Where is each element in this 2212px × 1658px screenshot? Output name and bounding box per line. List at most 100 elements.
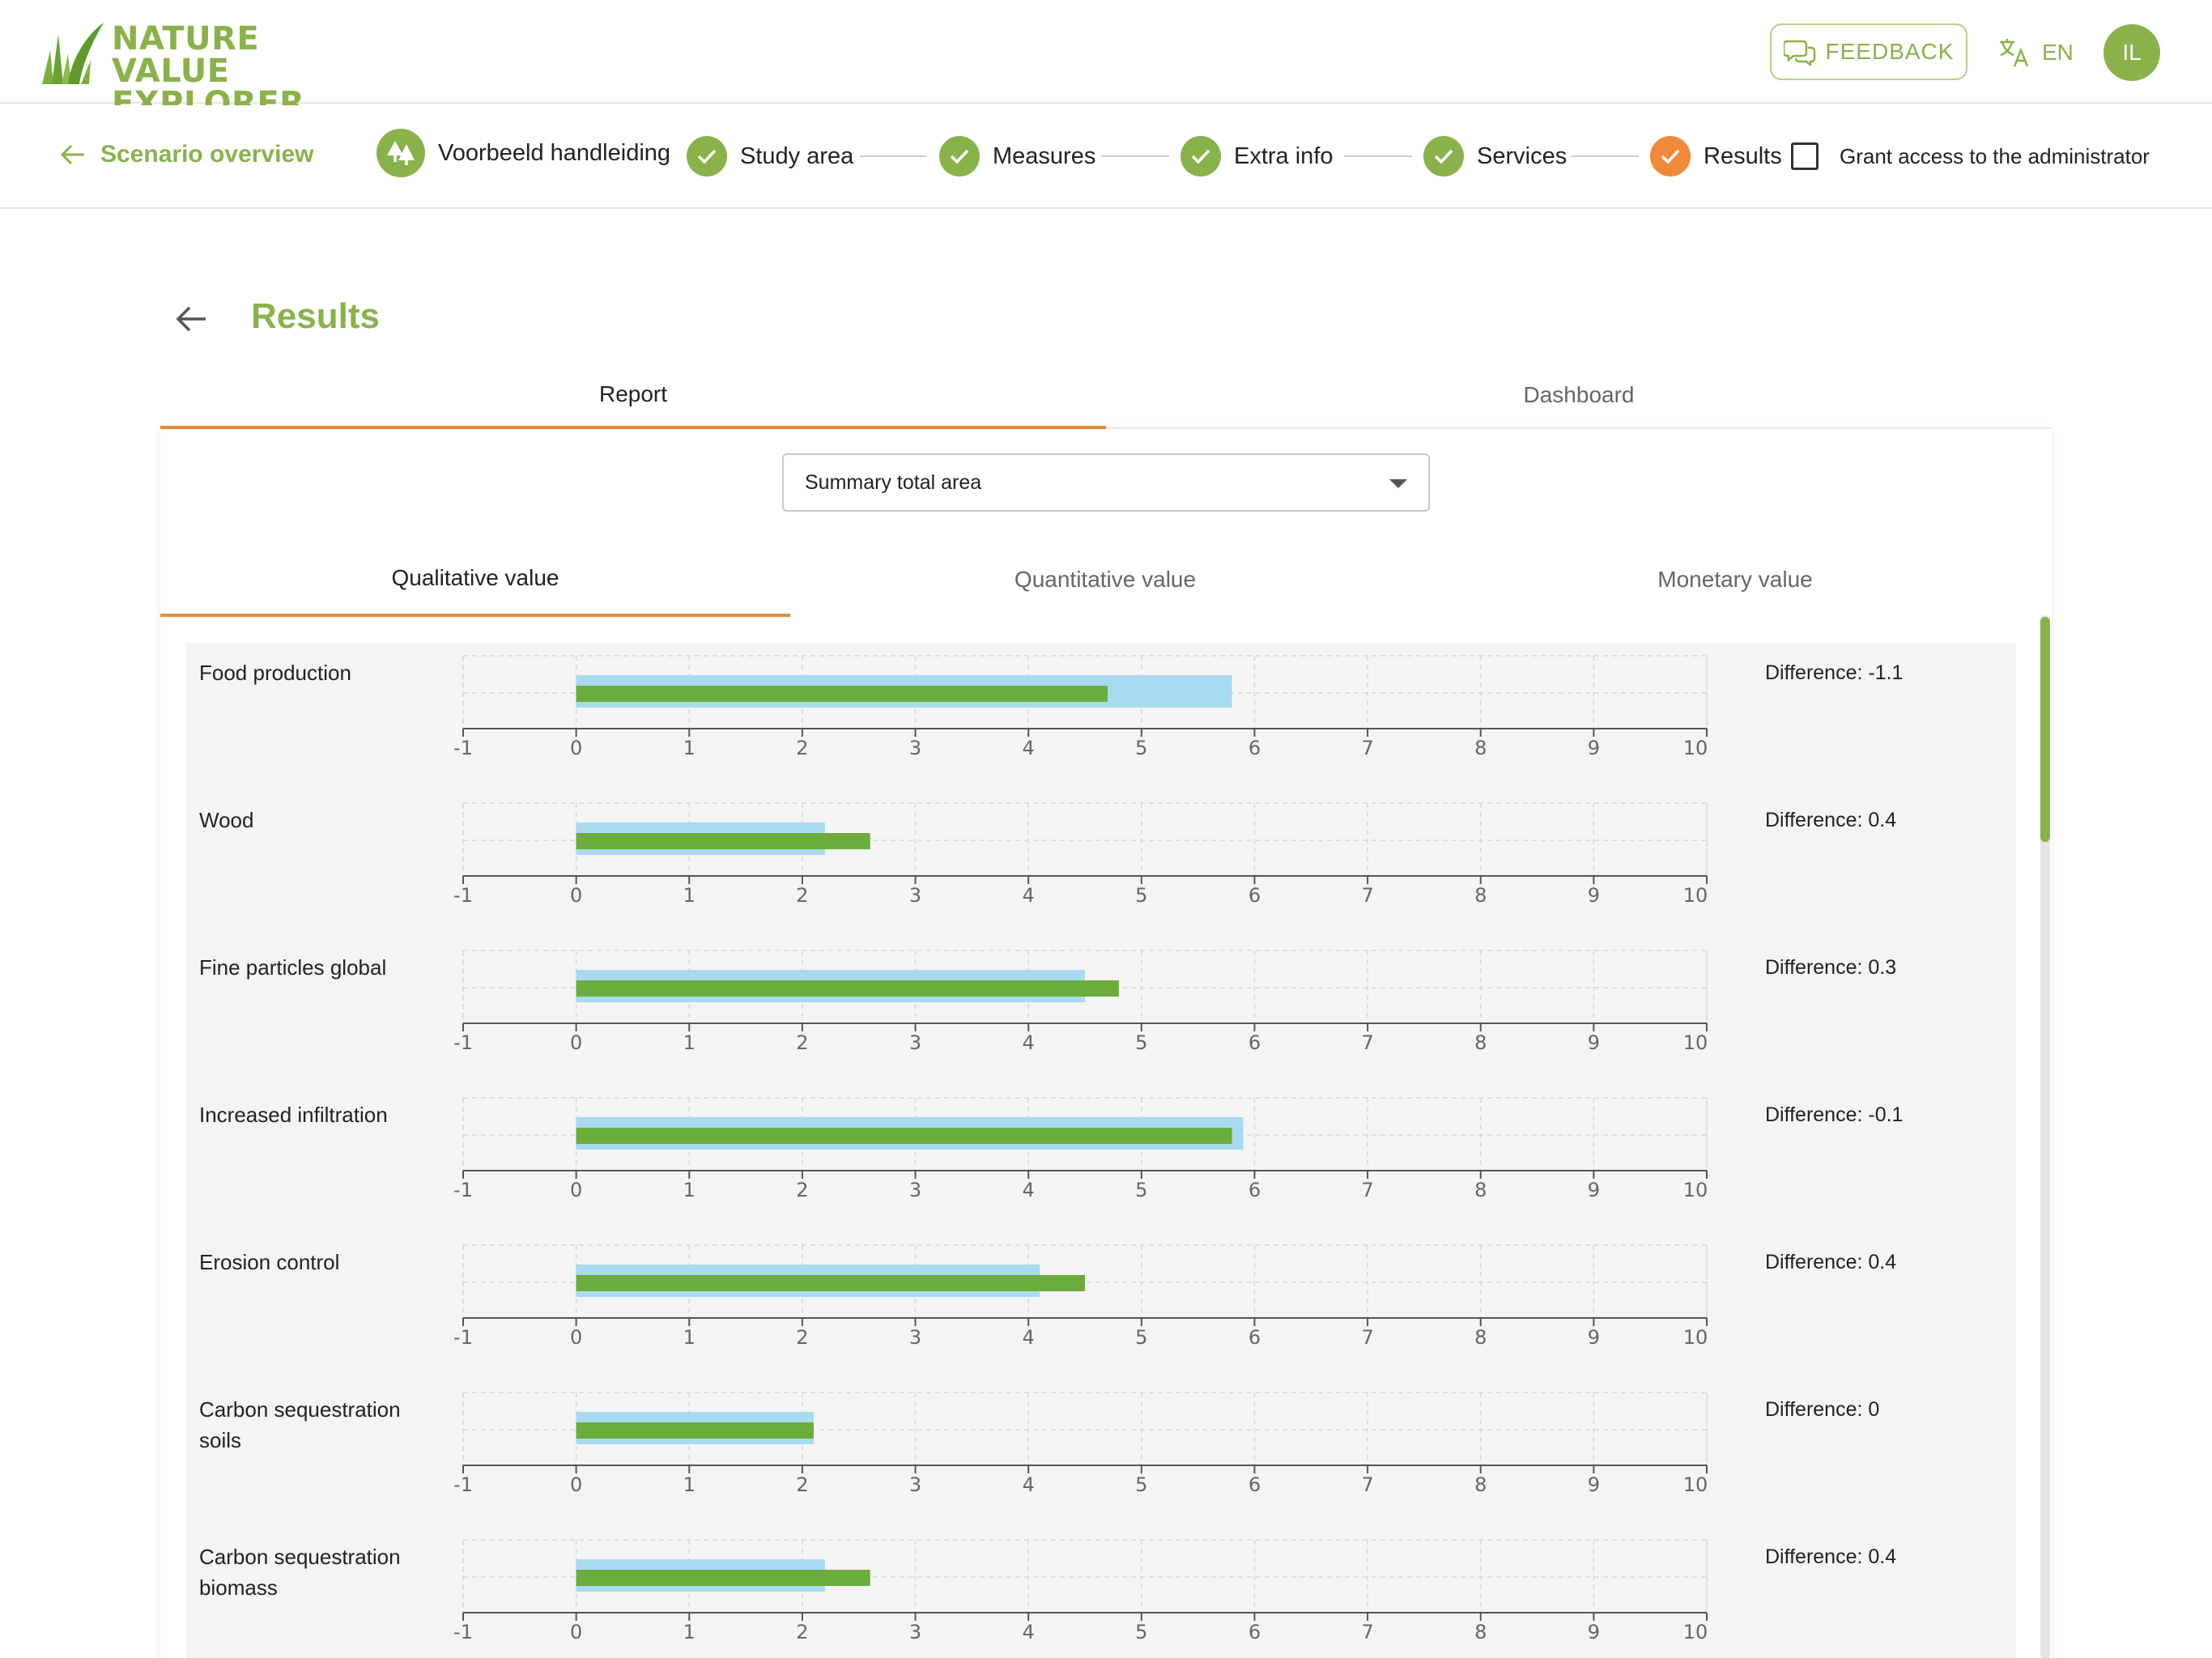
result-row: Erosion control -1 0 1 2 3 4 5 6 7 8 9 10 Difference:… [186, 1232, 2016, 1380]
x-tick-label: 0 [570, 737, 582, 759]
x-tick-label: 1 [683, 1031, 696, 1054]
service-label: Erosion control [199, 1250, 340, 1274]
x-tick-label: 4 [1023, 884, 1035, 907]
step-study-area[interactable]: Study area [687, 133, 853, 180]
arrow-left-icon [60, 144, 84, 165]
service-bar-chart: -1 0 1 2 3 4 5 6 7 8 9 10 [453, 802, 1708, 907]
difference-value: Difference: 0.4 [1765, 1545, 1897, 1568]
area-select-value: Summary total area [805, 471, 982, 494]
feedback-button[interactable]: FEEDBACK [1770, 23, 1967, 80]
tab-monetary-value[interactable]: Monetary value [1420, 542, 2050, 617]
difference-value: Difference: 0.4 [1765, 809, 1897, 831]
x-tick-label: 8 [1474, 1621, 1487, 1643]
tab-report[interactable]: Report [160, 363, 1106, 429]
difference-value: Difference: 0.4 [1765, 1251, 1897, 1273]
x-tick-label: 5 [1135, 1326, 1147, 1349]
step-services[interactable]: Services [1423, 133, 1567, 180]
x-tick-label: 5 [1135, 1473, 1147, 1496]
result-row: Carbon sequestration biomass -1 0 1 2 3 4 5 6 7 8 9… [186, 1527, 2016, 1658]
main-tabs: Report Dashboard [160, 363, 2052, 429]
checkmark-icon [697, 149, 717, 164]
report-card: Summary total area Qualitative value Qua… [160, 429, 2052, 1658]
tab-qualitative-value[interactable]: Qualitative value [160, 542, 790, 617]
project-name-step: Voorbeeld handleiding [376, 129, 670, 177]
tab-dashboard[interactable]: Dashboard [1106, 363, 2052, 429]
x-tick-label: 1 [683, 1621, 696, 1643]
x-tick-label: -1 [453, 1621, 473, 1643]
x-tick-label: 4 [1023, 1473, 1035, 1496]
x-tick-label: 6 [1249, 884, 1261, 907]
checkmark-icon [1661, 149, 1680, 164]
x-tick-label: -1 [453, 1031, 473, 1054]
nature-value-explorer-logo[interactable]: NATURE VALUE EXPLORER [39, 18, 379, 120]
tab-qualitative-label: Qualitative value [391, 565, 559, 590]
scrollbar-thumb[interactable] [2040, 617, 2050, 842]
x-tick-label: 9 [1588, 1621, 1600, 1643]
service-bar-chart: -1 0 1 2 3 4 5 6 7 8 9 10 [453, 655, 1708, 759]
chat-bubbles-icon [1783, 40, 1815, 66]
x-tick-label: 0 [570, 1179, 582, 1201]
scenario-overview-label: Scenario overview [100, 141, 314, 168]
x-tick-label: 8 [1474, 1326, 1487, 1349]
scenario-bar [576, 1128, 1232, 1144]
x-tick-label: 4 [1023, 1326, 1035, 1349]
result-row: Food production -1 0 1 2 3 4 5 6 7 8 9 10 Difference:… [186, 643, 2016, 790]
grant-access-checkbox[interactable] [1791, 142, 1819, 170]
step-services-check [1423, 136, 1464, 176]
language-switcher[interactable]: EN [1998, 32, 2074, 73]
x-tick-label: 10 [1683, 1031, 1708, 1054]
step-extra-info[interactable]: Extra info [1180, 133, 1334, 180]
x-tick-label: 1 [683, 737, 696, 759]
tab-quantitative-value[interactable]: Quantitative value [790, 542, 1420, 617]
x-tick-label: 3 [909, 1621, 921, 1643]
x-tick-label: 0 [570, 1621, 582, 1643]
service-bar-chart: -1 0 1 2 3 4 5 6 7 8 9 10 [453, 1244, 1708, 1349]
x-tick-label: 4 [1023, 737, 1035, 759]
x-tick-label: 5 [1135, 1179, 1147, 1201]
scrollbar-track[interactable] [2040, 615, 2050, 1658]
user-avatar[interactable]: IL [2104, 24, 2160, 81]
service-label: Carbon sequestration biomass [199, 1545, 401, 1600]
language-label: EN [2042, 40, 2074, 65]
step-measures[interactable]: Measures [939, 133, 1095, 180]
x-tick-label: 1 [683, 1473, 696, 1496]
back-arrow-icon[interactable] [173, 301, 209, 337]
x-tick-label: 3 [909, 1326, 921, 1349]
step-results-label: Results [1704, 142, 1782, 169]
service-label: Increased infiltration [199, 1103, 388, 1127]
result-row: Fine particles global -1 0 1 2 3 4 5 6 7 8 9 10 Diffe… [186, 937, 2016, 1085]
tab-quantitative-label: Quantitative value [1014, 567, 1197, 592]
step-measures-label: Measures [993, 142, 1096, 169]
step-results[interactable]: Results [1650, 133, 1782, 180]
x-tick-label: 0 [570, 1031, 582, 1054]
value-type-tabs: Qualitative value Quantitative value Mon… [160, 542, 2052, 617]
project-badge [376, 129, 425, 177]
x-tick-label: 7 [1361, 1621, 1373, 1643]
logo-line-1: NATURE VALUE [112, 20, 260, 90]
x-tick-label: 0 [570, 1473, 582, 1496]
service-label: Wood [199, 808, 254, 832]
scenario-bar [576, 686, 1108, 702]
scenario-bar [576, 1422, 814, 1439]
x-tick-label: 7 [1361, 1326, 1373, 1349]
x-tick-label: 2 [796, 884, 808, 907]
result-row: Wood -1 0 1 2 3 4 5 6 7 8 9 10 Difference: 0.4 [186, 790, 2016, 937]
grant-access-label: Grant access to the administrator [1840, 144, 2150, 168]
x-tick-label: 6 [1249, 1326, 1261, 1349]
tab-monetary-label: Monetary value [1657, 567, 1813, 592]
x-tick-label: 5 [1135, 884, 1147, 907]
avatar-initials: IL [2122, 40, 2142, 65]
area-select-dropdown[interactable]: Summary total area [782, 453, 1430, 512]
x-tick-label: 6 [1249, 1179, 1261, 1201]
scenario-overview-link[interactable]: Scenario overview [60, 141, 313, 168]
service-label: Food production [199, 661, 351, 685]
x-tick-label: 9 [1588, 1031, 1600, 1054]
scenario-stepper: Scenario overview Voorbeeld handleiding … [0, 105, 2212, 209]
x-tick-label: 3 [909, 884, 921, 907]
step-study-area-label: Study area [740, 142, 854, 169]
x-tick-label: 8 [1474, 1473, 1487, 1496]
x-tick-label: 8 [1474, 1031, 1487, 1054]
x-tick-label: 6 [1249, 737, 1261, 759]
x-tick-label: 7 [1361, 737, 1373, 759]
step-connector [1344, 155, 1412, 157]
